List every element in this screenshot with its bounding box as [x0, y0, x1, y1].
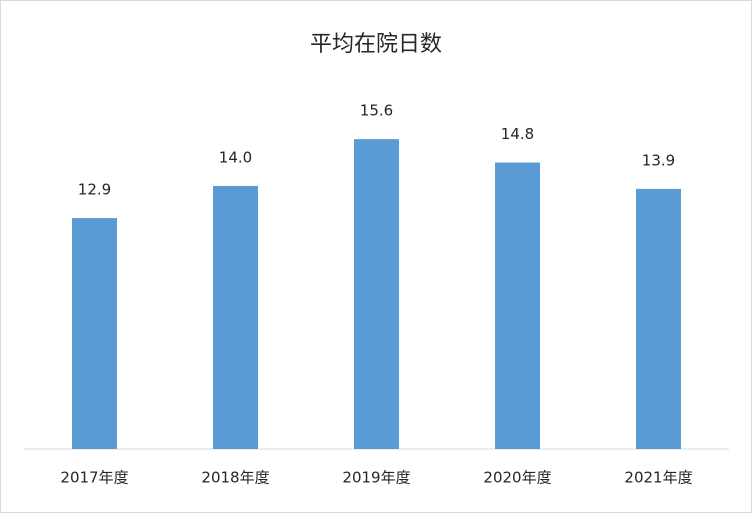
value-label: 12.9 [78, 181, 111, 199]
x-tick-label: 2020年度 [483, 469, 551, 487]
value-label: 15.6 [360, 102, 393, 120]
bar [495, 162, 540, 450]
x-tick-label: 2021年度 [624, 469, 692, 487]
bar [213, 185, 258, 449]
value-label: 13.9 [642, 151, 675, 169]
bar [72, 218, 117, 449]
bar [636, 188, 681, 449]
bar [354, 139, 399, 449]
x-tick-label: 2018年度 [201, 469, 269, 487]
x-tick-label: 2017年度 [60, 469, 128, 487]
value-label: 14.8 [501, 125, 534, 143]
x-tick-label: 2019年度 [342, 469, 410, 487]
chart-title: 平均在院日数 [310, 32, 442, 57]
value-label: 14.0 [219, 148, 252, 166]
